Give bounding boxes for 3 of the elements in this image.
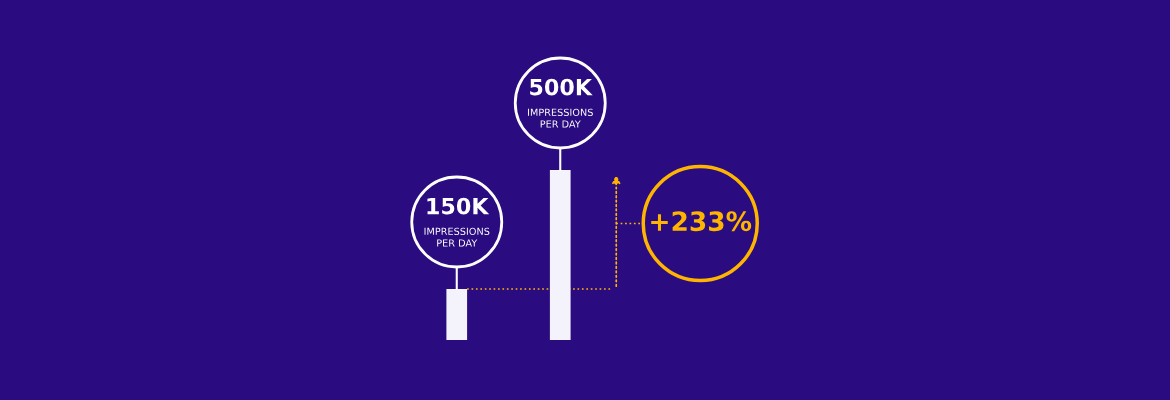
text: +233% — [651, 211, 752, 232]
data-label: 150K IMPRESSIONS PER DAY — [424, 197, 490, 247]
data-label: 500K IMPRESSIONS PER DAY — [528, 78, 593, 128]
